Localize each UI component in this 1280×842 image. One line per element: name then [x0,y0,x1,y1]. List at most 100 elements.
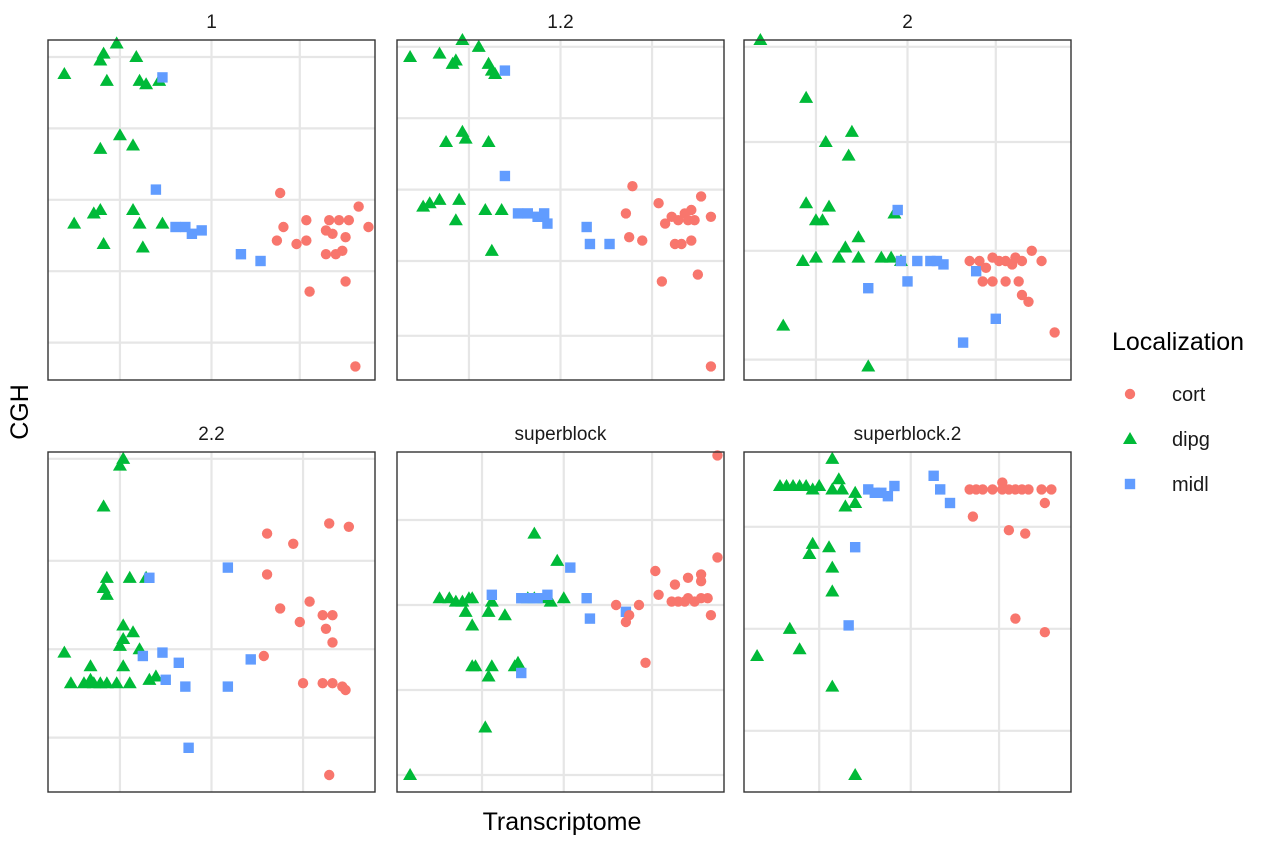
point-cort [682,572,694,583]
point-cort [627,181,638,192]
point-midl [516,593,527,604]
point-dipg [93,53,108,66]
point-dipg [874,250,889,263]
point-cort [301,215,312,226]
point-dipg [116,632,131,645]
point-cort [333,215,345,226]
point-dipg [825,560,840,573]
point-dipg [126,625,141,638]
point-cort [689,215,700,226]
point-dipg [439,135,454,148]
point-cort [291,238,302,250]
panel-border [47,39,376,381]
point-midl [889,480,900,492]
point-cort [640,657,651,668]
point-cort [353,201,364,212]
point-dipg [76,676,91,689]
point-cort [274,603,286,614]
point-cort [637,235,648,246]
point-dipg [792,642,807,655]
facet-panel: 2.2 [47,424,376,793]
point-midl [849,542,861,553]
point-dipg [481,135,496,148]
series-cort [271,187,374,372]
panel-border [743,451,1072,793]
point-dipg [851,230,866,243]
panel-border [47,451,376,793]
point-midl [957,337,969,348]
point-dipg [112,638,127,651]
point-cort [317,678,328,689]
legend-label-midl: midl [1172,474,1209,496]
point-midl [882,491,894,502]
point-dipg [510,655,525,668]
point-dipg [99,676,114,689]
point-dipg [465,618,480,631]
point-dipg [884,250,899,263]
point-dipg [782,621,797,634]
panel-border [396,451,725,793]
point-dipg [822,199,837,212]
point-midl [584,238,596,250]
point-dipg [753,33,768,46]
point-cort [261,569,273,580]
facet-panel: superblock.2 [743,424,1072,793]
point-dipg [403,50,418,63]
point-cort [967,511,979,522]
point-midl [938,259,949,270]
point-cort [705,211,717,222]
point-cort [1010,613,1021,624]
point-dipg [848,496,863,509]
point-dipg [550,553,565,566]
point-dipg [831,472,846,485]
point-cort [712,450,723,461]
point-cort [288,538,299,549]
point-dipg [825,584,840,597]
point-midl [516,667,527,679]
series-cort [620,181,717,372]
point-cort [261,528,273,539]
point-midl [486,589,498,600]
point-cort [695,576,707,587]
point-dipg [432,591,447,604]
point-dipg [96,499,111,512]
point-midl [144,572,155,583]
point-dipg [802,547,817,560]
point-dipg [818,135,833,148]
point-midl [584,613,596,624]
point-midl [565,562,576,573]
point-midl [876,487,887,498]
point-cort [676,238,687,250]
point-cort [337,245,348,256]
point-dipg [543,594,558,607]
point-midl [843,620,854,631]
point-cort [656,276,668,287]
point-dipg [750,649,765,662]
point-cort [695,191,707,202]
point-dipg [838,240,853,253]
point-midl [892,204,903,216]
point-cort [1046,484,1057,495]
point-dipg [99,587,114,600]
facet-strip-label: superblock.2 [854,424,962,445]
point-dipg [86,206,101,219]
point-dipg [93,141,108,154]
point-cort [974,255,985,267]
point-midl [990,313,1001,324]
facet-panel: 2 [743,12,1072,381]
facet-panel: 1 [47,12,376,381]
y-axis-title: CGH [6,384,34,440]
point-midl [538,208,550,219]
point-cort [673,215,684,226]
point-cort [274,187,286,199]
point-midl [170,221,181,233]
point-midl [525,593,537,604]
point-dipg [478,720,493,733]
point-dipg [57,67,72,80]
point-cort [1036,255,1047,267]
x-axis-title: Transcriptome [483,808,642,836]
point-cort [324,215,335,226]
point-dipg [458,131,473,144]
series-cort [964,477,1057,638]
